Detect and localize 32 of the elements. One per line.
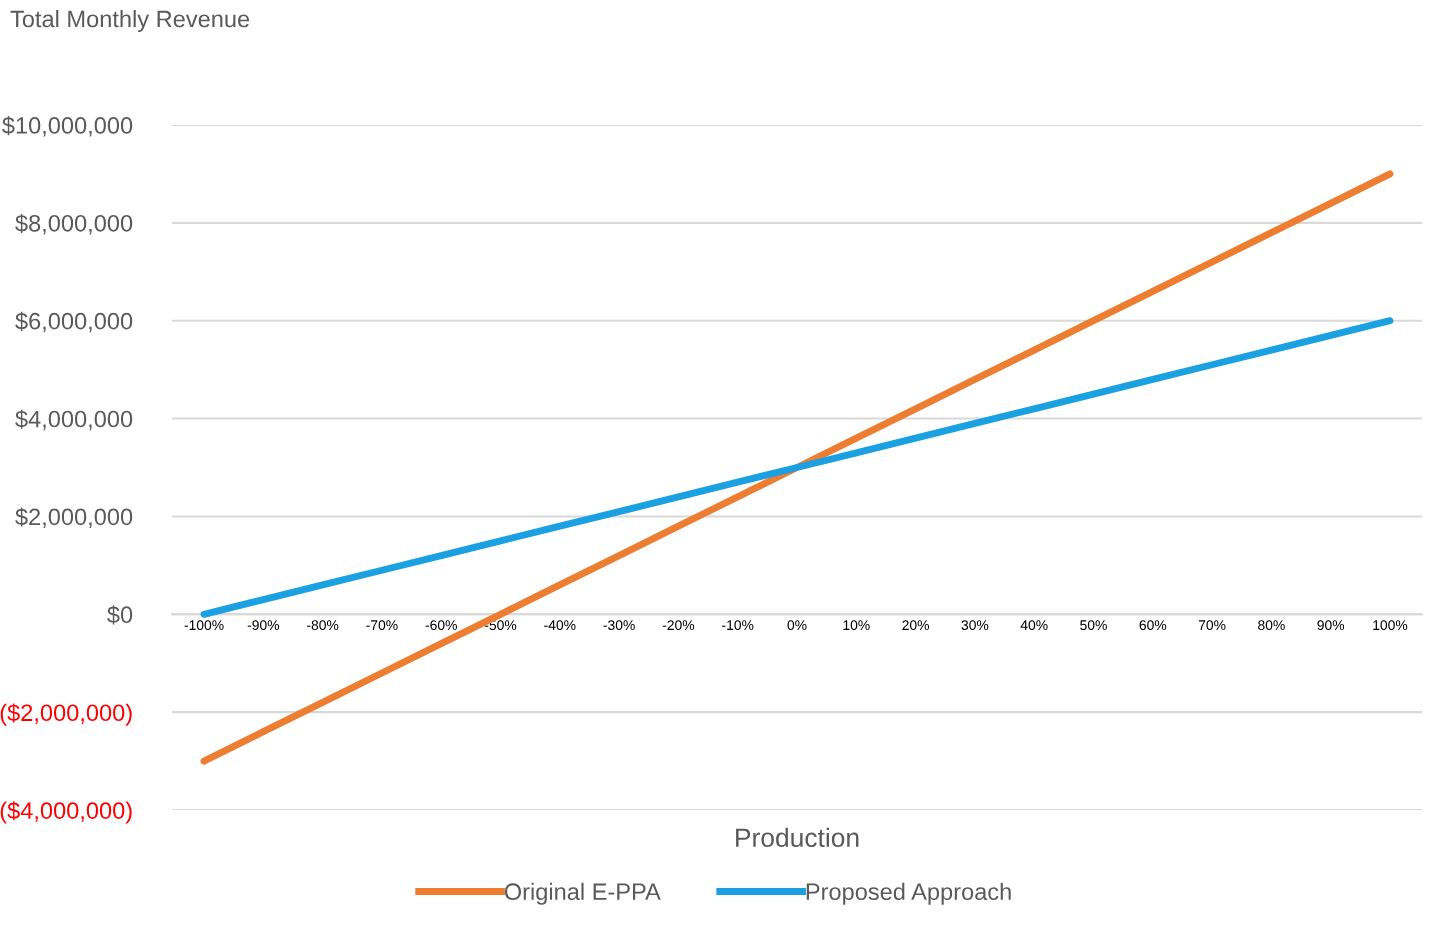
y-tick-label: $0 (107, 605, 133, 625)
x-tick-label: 10% (843, 620, 870, 631)
x-tick-label: -80% (307, 620, 339, 631)
x-tick-label: 0% (787, 620, 807, 631)
x-tick-label: 60% (1139, 620, 1167, 631)
x-tick-label: 80% (1258, 620, 1285, 631)
y-tick-label: $4,000,000 (15, 409, 133, 431)
legend-label: Original E-PPA (504, 882, 661, 905)
y-tick-label: ($4,000,000) (0, 801, 132, 824)
y-tick-label: $2,000,000 (15, 507, 133, 529)
x-tick-label: 100% (1373, 620, 1408, 631)
x-tick-label: 40% (1020, 620, 1048, 631)
x-tick-label: -90% (247, 620, 280, 631)
y-tick-label: $10,000,000 (2, 116, 133, 137)
y-tick-label: ($2,000,000) (0, 703, 132, 726)
x-tick-label: -40% (544, 620, 576, 631)
y-axis-title: Total Monthly Revenue (10, 10, 250, 33)
x-tick-label: 20% (902, 620, 929, 631)
x-tick-label: -100% (184, 620, 224, 631)
y-tick-label: $8,000,000 (15, 213, 133, 235)
x-tick-label: 30% (961, 620, 989, 631)
x-tick-label: -70% (366, 620, 398, 631)
x-tick-label: 50% (1080, 620, 1107, 631)
x-axis-title: Production (736, 827, 859, 848)
x-tick-label: -20% (662, 620, 695, 631)
y-tick-label: $6,000,000 (15, 311, 133, 333)
x-tick-label: 90% (1317, 620, 1345, 631)
x-tick-label: 70% (1198, 620, 1226, 631)
x-tick-label: -10% (722, 620, 754, 631)
x-tick-label: -30% (603, 620, 635, 631)
legend-label: Proposed Approach (806, 882, 1011, 905)
x-tick-label: -60% (425, 620, 457, 631)
